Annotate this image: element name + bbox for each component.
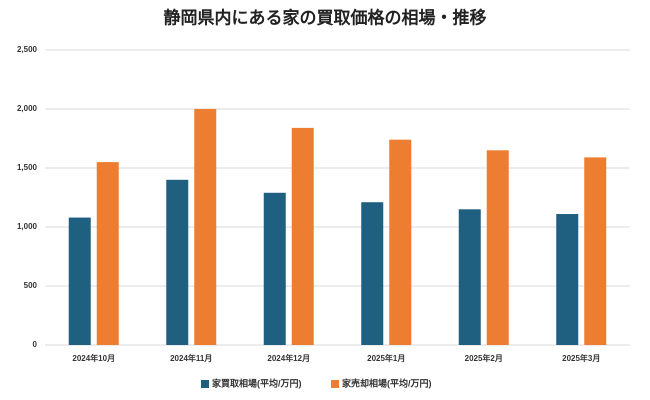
x-tick-label: 2025年1月 bbox=[367, 353, 405, 363]
legend-swatch bbox=[201, 380, 209, 388]
x-tick-label: 2024年12月 bbox=[267, 353, 310, 363]
y-tick-label: 1,000 bbox=[17, 222, 38, 231]
legend-label: 家売却相場(平均/万円) bbox=[342, 377, 432, 388]
y-tick-label: 0 bbox=[33, 340, 38, 349]
bar bbox=[263, 192, 286, 345]
bar bbox=[194, 109, 217, 345]
x-tick-label: 2025年3月 bbox=[562, 353, 600, 363]
y-tick-label: 1,500 bbox=[17, 163, 38, 172]
x-tick-label: 2025年2月 bbox=[465, 353, 503, 363]
y-tick-label: 500 bbox=[24, 281, 38, 290]
bar bbox=[556, 214, 579, 345]
bar bbox=[96, 162, 119, 345]
bar bbox=[361, 202, 384, 345]
bar bbox=[68, 217, 91, 345]
bar bbox=[291, 127, 314, 345]
bar bbox=[486, 150, 509, 345]
bar bbox=[458, 209, 481, 345]
y-tick-label: 2,500 bbox=[17, 45, 38, 54]
legend-label: 家買取相場(平均/万円) bbox=[212, 377, 302, 388]
bar bbox=[389, 139, 412, 345]
legend-swatch bbox=[331, 380, 339, 388]
bar bbox=[166, 179, 189, 345]
chart-title: 静岡県内にある家の買取価格の相場・推移 bbox=[164, 7, 487, 27]
x-tick-label: 2024年10月 bbox=[72, 353, 115, 363]
x-tick-label: 2024年11月 bbox=[170, 353, 212, 363]
bar bbox=[584, 157, 607, 345]
y-tick-label: 2,000 bbox=[17, 104, 38, 113]
